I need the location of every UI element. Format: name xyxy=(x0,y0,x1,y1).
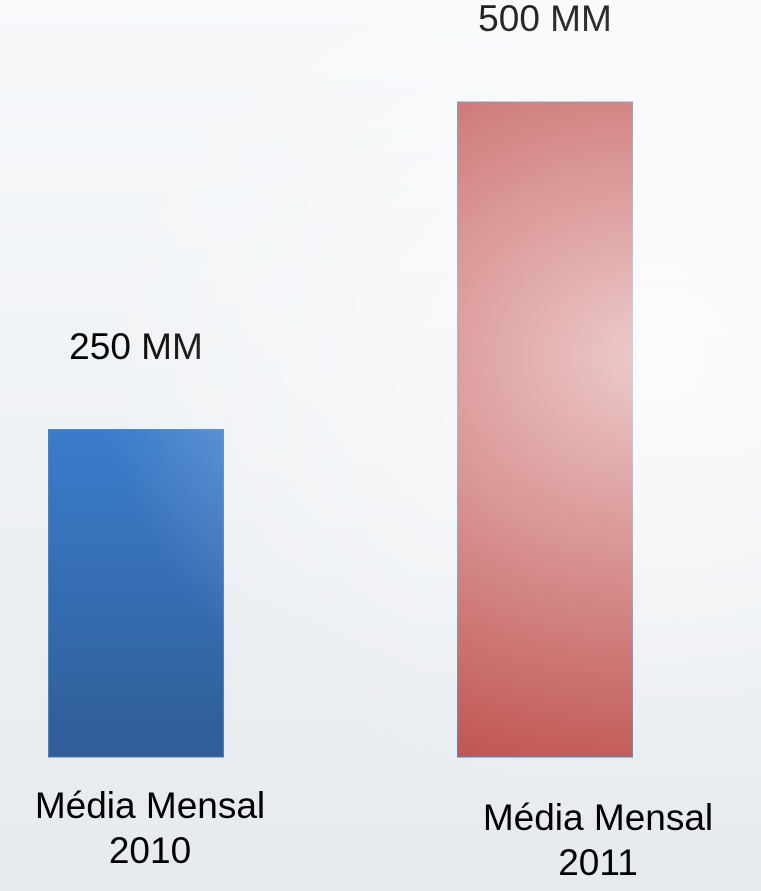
category-label-2011: Média Mensal 2011 xyxy=(428,795,761,885)
bar-2011 xyxy=(457,101,633,758)
bar-2010 xyxy=(48,429,224,758)
category-label-2010: Média Mensal 2010 xyxy=(0,783,320,873)
data-label-2011: 500 MM xyxy=(478,0,612,39)
category-label-2011-line1: Média Mensal xyxy=(482,797,714,838)
category-label-2011-line2: 2011 xyxy=(558,842,638,884)
category-label-2010-line2: 2010 xyxy=(108,830,192,872)
data-label-2010: 250 MM xyxy=(69,325,203,367)
category-label-2010-line1: Média Mensal xyxy=(34,785,266,826)
